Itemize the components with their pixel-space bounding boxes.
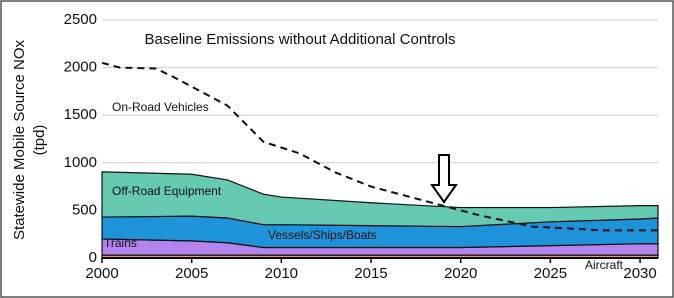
x-tick-label: 2030	[623, 265, 656, 282]
chart-title: Baseline Emissions without Additional Co…	[145, 31, 456, 48]
y-axis-label: (tpd)	[31, 125, 48, 156]
x-tick-label: 2010	[265, 265, 298, 282]
x-tick-label: 2000	[85, 265, 118, 282]
x-tick-label: 2015	[354, 265, 387, 282]
plot-area	[101, 19, 659, 263]
x-tick-label: 2025	[534, 265, 567, 282]
x-tick-label: 2005	[175, 265, 208, 282]
series-label: Vessels/Ships/Boats	[268, 228, 377, 242]
series-label: Trains	[104, 236, 137, 250]
series-label: Aircraft	[585, 258, 624, 272]
x-tick-label: 2020	[444, 265, 477, 282]
y-tick-label: 500	[72, 201, 97, 218]
series-label: Off-Road Equipment	[112, 184, 222, 198]
y-tick-label: 2000	[64, 59, 97, 76]
arrow-annotation	[430, 154, 458, 204]
y-tick-label: 1000	[64, 154, 97, 171]
series-label: On-Road Vehicles	[112, 100, 209, 114]
line	[101, 61, 658, 232]
y-tick-label: 1500	[64, 106, 97, 123]
y-tick-label: 2500	[64, 11, 97, 28]
area	[101, 171, 659, 228]
y-axis-label: Statewide Mobile Source NOx	[11, 39, 28, 240]
y-tick-label: 0	[89, 249, 97, 266]
